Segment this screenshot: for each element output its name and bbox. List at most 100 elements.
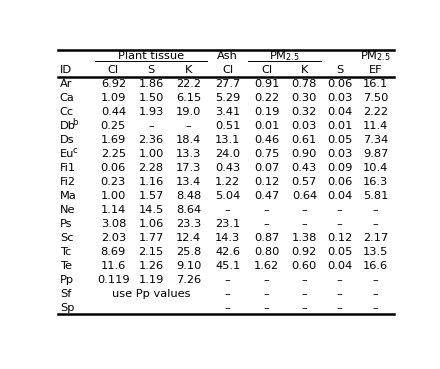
Text: Cl: Cl — [222, 65, 233, 75]
Text: –: – — [373, 205, 378, 215]
Text: Cc: Cc — [60, 107, 74, 117]
Text: 7.50: 7.50 — [363, 93, 389, 103]
Text: S: S — [147, 65, 154, 75]
Text: EF: EF — [369, 65, 382, 75]
Text: 0.12: 0.12 — [327, 233, 352, 243]
Text: 9.87: 9.87 — [363, 149, 389, 159]
Text: Sf: Sf — [60, 289, 71, 299]
Text: –: – — [373, 219, 378, 229]
Text: 1.19: 1.19 — [138, 275, 164, 285]
Text: 2.22: 2.22 — [363, 107, 388, 117]
Text: 6.15: 6.15 — [176, 93, 202, 103]
Text: 5.04: 5.04 — [215, 191, 240, 201]
Text: 24.0: 24.0 — [215, 149, 240, 159]
Text: 8.69: 8.69 — [101, 247, 126, 257]
Text: 1.62: 1.62 — [254, 261, 279, 271]
Text: 0.75: 0.75 — [254, 149, 279, 159]
Text: Ash: Ash — [217, 51, 238, 61]
Text: 0.06: 0.06 — [101, 163, 126, 173]
Text: 0.05: 0.05 — [327, 247, 352, 257]
Text: 0.07: 0.07 — [254, 163, 279, 173]
Text: 45.1: 45.1 — [215, 261, 240, 271]
Text: PM$_{2.5}$: PM$_{2.5}$ — [269, 49, 300, 63]
Text: 8.64: 8.64 — [176, 205, 201, 215]
Text: 1.77: 1.77 — [138, 233, 164, 243]
Text: 17.3: 17.3 — [176, 163, 202, 173]
Text: 2.15: 2.15 — [139, 247, 164, 257]
Text: 0.43: 0.43 — [215, 163, 240, 173]
Text: 14.3: 14.3 — [215, 233, 240, 243]
Text: 5.81: 5.81 — [363, 191, 389, 201]
Text: Cl: Cl — [108, 65, 119, 75]
Text: 0.04: 0.04 — [327, 107, 352, 117]
Text: 0.03: 0.03 — [292, 121, 317, 131]
Text: –: – — [301, 205, 307, 215]
Text: 0.06: 0.06 — [327, 177, 352, 187]
Text: 14.5: 14.5 — [139, 205, 164, 215]
Text: PM$_{2.5}$: PM$_{2.5}$ — [360, 49, 391, 63]
Text: 2.17: 2.17 — [363, 233, 389, 243]
Text: 0.92: 0.92 — [292, 247, 317, 257]
Text: Ca: Ca — [60, 93, 74, 103]
Text: 27.7: 27.7 — [215, 79, 240, 89]
Text: Db: Db — [60, 121, 76, 131]
Text: 0.87: 0.87 — [254, 233, 279, 243]
Text: 13.5: 13.5 — [363, 247, 389, 257]
Text: Ps: Ps — [60, 219, 72, 229]
Text: 0.78: 0.78 — [292, 79, 317, 89]
Text: 0.90: 0.90 — [292, 149, 317, 159]
Text: –: – — [264, 303, 270, 313]
Text: –: – — [186, 121, 191, 131]
Text: 1.06: 1.06 — [139, 219, 164, 229]
Text: –: – — [373, 303, 378, 313]
Text: 1.09: 1.09 — [101, 93, 126, 103]
Text: –: – — [301, 219, 307, 229]
Text: 0.04: 0.04 — [327, 191, 352, 201]
Text: K: K — [185, 65, 192, 75]
Text: 0.44: 0.44 — [101, 107, 126, 117]
Text: 13.4: 13.4 — [176, 177, 202, 187]
Text: –: – — [337, 275, 343, 285]
Text: 0.12: 0.12 — [254, 177, 279, 187]
Text: 1.14: 1.14 — [101, 205, 126, 215]
Text: 0.04: 0.04 — [327, 261, 352, 271]
Text: 1.26: 1.26 — [139, 261, 164, 271]
Text: –: – — [225, 303, 231, 313]
Text: –: – — [301, 303, 307, 313]
Text: 11.4: 11.4 — [363, 121, 389, 131]
Text: 1.93: 1.93 — [138, 107, 164, 117]
Text: Tc: Tc — [60, 247, 71, 257]
Text: –: – — [301, 275, 307, 285]
Text: –: – — [264, 205, 270, 215]
Text: Sc: Sc — [60, 233, 73, 243]
Text: 12.4: 12.4 — [176, 233, 201, 243]
Text: Ma: Ma — [60, 191, 77, 201]
Text: 0.05: 0.05 — [327, 135, 352, 145]
Text: Ar: Ar — [60, 79, 72, 89]
Text: 16.3: 16.3 — [363, 177, 389, 187]
Text: –: – — [337, 303, 343, 313]
Text: Plant tissue: Plant tissue — [118, 51, 184, 61]
Text: K: K — [301, 65, 308, 75]
Text: 0.19: 0.19 — [254, 107, 279, 117]
Text: 0.22: 0.22 — [254, 93, 279, 103]
Text: 2.28: 2.28 — [139, 163, 164, 173]
Text: –: – — [225, 289, 231, 299]
Text: 13.3: 13.3 — [176, 149, 202, 159]
Text: 0.23: 0.23 — [101, 177, 126, 187]
Text: –: – — [373, 275, 378, 285]
Text: 3.41: 3.41 — [215, 107, 240, 117]
Text: –: – — [225, 275, 231, 285]
Text: 1.00: 1.00 — [101, 191, 126, 201]
Text: 1.57: 1.57 — [138, 191, 164, 201]
Text: 1.50: 1.50 — [138, 93, 164, 103]
Text: –: – — [264, 219, 270, 229]
Text: Sp: Sp — [60, 303, 74, 313]
Text: ID: ID — [60, 65, 72, 75]
Text: 0.32: 0.32 — [292, 107, 317, 117]
Text: 0.09: 0.09 — [327, 163, 352, 173]
Text: –: – — [225, 205, 231, 215]
Text: 0.57: 0.57 — [292, 177, 317, 187]
Text: 1.22: 1.22 — [215, 177, 240, 187]
Text: 2.36: 2.36 — [139, 135, 164, 145]
